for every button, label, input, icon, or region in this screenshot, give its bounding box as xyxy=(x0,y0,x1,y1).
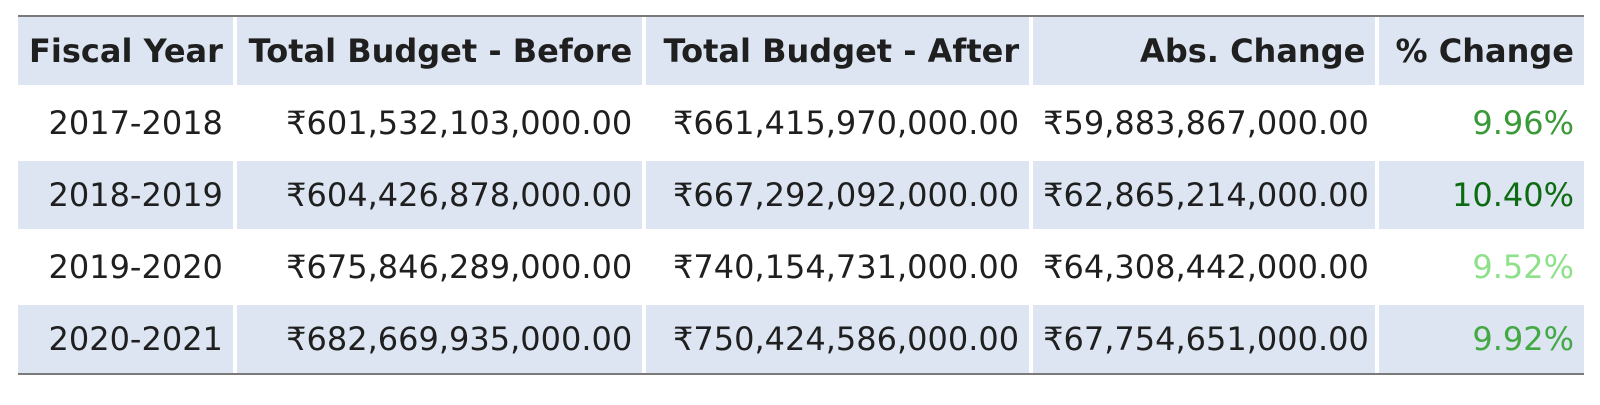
cell-budget-after: ₹667,292,092,000.00 xyxy=(646,161,1034,233)
cell-abs-change: ₹67,754,651,000.00 xyxy=(1033,305,1380,373)
table-row: 2018-2019 ₹604,426,878,000.00 ₹667,292,0… xyxy=(18,161,1584,233)
cell-fiscal-year: 2019-2020 xyxy=(18,233,237,305)
cell-budget-after: ₹750,424,586,000.00 xyxy=(646,305,1034,373)
cell-budget-before: ₹601,532,103,000.00 xyxy=(236,89,647,161)
cell-pct-change: 9.52% xyxy=(1379,233,1584,305)
cell-abs-change: ₹59,883,867,000.00 xyxy=(1033,89,1380,161)
cell-pct-change: 9.92% xyxy=(1379,305,1584,373)
cell-fiscal-year: 2017-2018 xyxy=(18,89,237,161)
cell-pct-change: 9.96% xyxy=(1379,89,1584,161)
cell-fiscal-year: 2018-2019 xyxy=(18,161,237,233)
header-abs-change: Abs. Change xyxy=(1033,17,1380,89)
budget-table-container: Fiscal Year Total Budget - Before Total … xyxy=(18,15,1584,375)
table-row: 2019-2020 ₹675,846,289,000.00 ₹740,154,7… xyxy=(18,233,1584,305)
cell-pct-change: 10.40% xyxy=(1379,161,1584,233)
header-fiscal-year: Fiscal Year xyxy=(18,17,237,89)
table-row: 2017-2018 ₹601,532,103,000.00 ₹661,415,9… xyxy=(18,89,1584,161)
cell-budget-before: ₹675,846,289,000.00 xyxy=(236,233,647,305)
cell-budget-before: ₹604,426,878,000.00 xyxy=(236,161,647,233)
budget-table: Fiscal Year Total Budget - Before Total … xyxy=(18,15,1584,375)
header-total-budget-after: Total Budget - After xyxy=(646,17,1034,89)
table-row: 2020-2021 ₹682,669,935,000.00 ₹750,424,5… xyxy=(18,305,1584,373)
cell-budget-after: ₹661,415,970,000.00 xyxy=(646,89,1034,161)
table-header-row: Fiscal Year Total Budget - Before Total … xyxy=(18,17,1584,89)
cell-fiscal-year: 2020-2021 xyxy=(18,305,237,373)
cell-abs-change: ₹62,865,214,000.00 xyxy=(1033,161,1380,233)
cell-abs-change: ₹64,308,442,000.00 xyxy=(1033,233,1380,305)
header-total-budget-before: Total Budget - Before xyxy=(236,17,647,89)
cell-budget-after: ₹740,154,731,000.00 xyxy=(646,233,1034,305)
cell-budget-before: ₹682,669,935,000.00 xyxy=(236,305,647,373)
header-pct-change: % Change xyxy=(1379,17,1584,89)
